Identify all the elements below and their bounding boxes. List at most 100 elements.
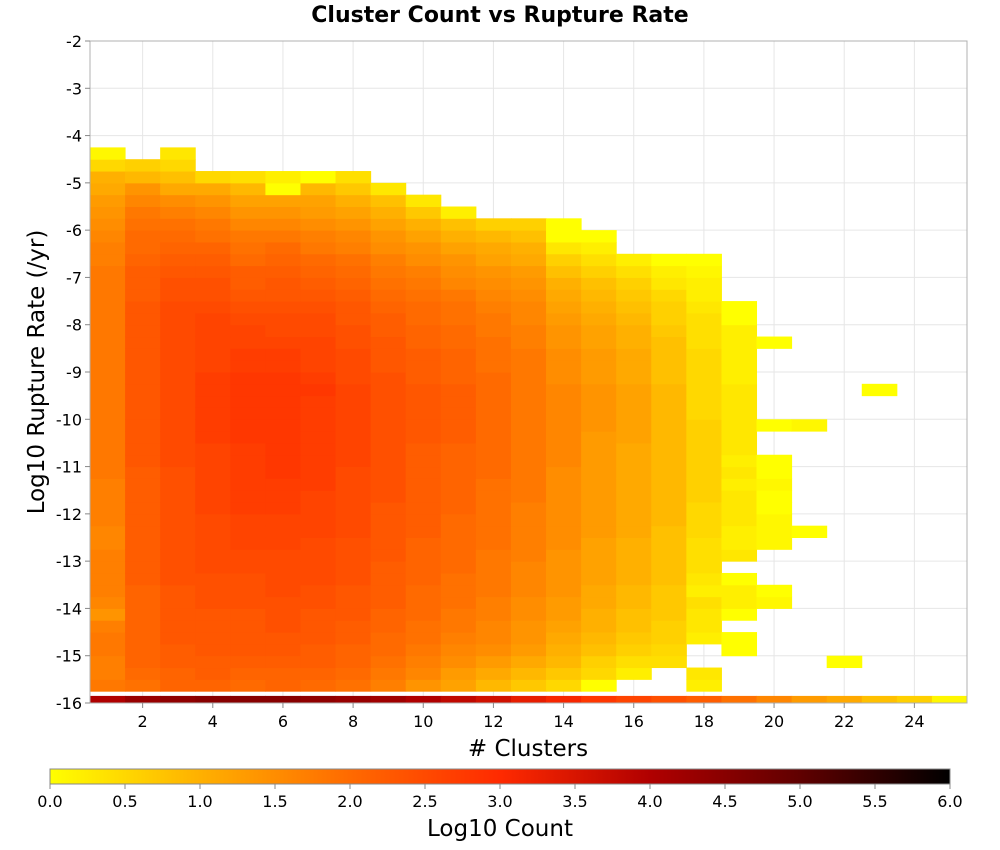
heatmap-cells (90, 147, 968, 704)
x-tick-label: 24 (904, 712, 924, 731)
heatmap-cell (510, 596, 547, 609)
heatmap-cell (581, 513, 617, 527)
heatmap-cell (405, 395, 442, 408)
heatmap-cell (616, 549, 652, 562)
heatmap-cell (90, 584, 126, 598)
heatmap-cell (90, 608, 126, 621)
heatmap-cell (370, 502, 407, 515)
colorbar-tick-label: 0.5 (112, 792, 137, 811)
heatmap-cell (230, 525, 266, 538)
heatmap-cell (265, 194, 301, 207)
heatmap-cell (721, 360, 758, 373)
heatmap-cell (616, 383, 652, 397)
heatmap-cell (405, 419, 442, 432)
heatmap-cell (370, 667, 407, 680)
heatmap-cell (160, 147, 196, 160)
heatmap-cell (125, 596, 161, 609)
heatmap-cell (90, 490, 126, 503)
y-axis-label: Log10 Rupture Rate (/yr) (24, 230, 50, 515)
heatmap-cell (475, 348, 512, 361)
heatmap-cell (300, 679, 337, 692)
heatmap-cell (370, 490, 407, 503)
x-tick-label: 20 (764, 712, 784, 731)
heatmap-cell (265, 289, 301, 302)
heatmap-cell (300, 171, 337, 184)
heatmap-cell (265, 596, 301, 609)
heatmap-cell (160, 182, 196, 196)
heatmap-cell (90, 419, 126, 432)
heatmap-cell (756, 525, 793, 538)
heatmap-cell (90, 632, 126, 645)
heatmap-cell (265, 667, 301, 680)
heatmap-cell (616, 584, 652, 598)
heatmap-cell (125, 241, 161, 255)
heatmap-cell (510, 407, 547, 420)
heatmap-cell (265, 419, 301, 432)
heatmap-cell (581, 253, 617, 267)
heatmap-cell (686, 454, 722, 468)
y-tick-label: -14 (56, 599, 82, 618)
heatmap-cell (475, 643, 512, 657)
heatmap-cell (756, 695, 793, 704)
heatmap-cell (475, 478, 512, 491)
heatmap-cell (160, 301, 196, 314)
heatmap-cell (300, 336, 337, 349)
heatmap-cell (475, 596, 512, 609)
heatmap-cell (265, 312, 301, 326)
heatmap-cell (651, 584, 687, 598)
heatmap-cell (335, 655, 372, 669)
heatmap-cell (370, 265, 407, 278)
heatmap-cell (721, 572, 758, 586)
heatmap-cell (440, 324, 477, 338)
heatmap-cell (546, 596, 582, 609)
heatmap-cell (721, 419, 758, 432)
heatmap-cell (265, 241, 301, 255)
heatmap-cell (125, 643, 161, 657)
heatmap-cell (721, 490, 758, 503)
heatmap-cell (125, 312, 161, 326)
heatmap-cell (300, 643, 337, 657)
heatmap-cell (440, 218, 477, 231)
heatmap-cell (475, 667, 512, 680)
heatmap-cell (370, 253, 407, 267)
heatmap-cell (405, 360, 442, 373)
y-tick-label: -15 (56, 647, 82, 666)
heatmap-cell (195, 407, 231, 420)
heatmap-cell (125, 395, 161, 408)
heatmap-cell (195, 525, 231, 538)
heatmap-cell (370, 277, 407, 290)
heatmap-cell (230, 171, 266, 184)
heatmap-cell (160, 695, 196, 704)
heatmap-cell (616, 513, 652, 527)
heatmap-cell (405, 336, 442, 349)
heatmap-cell (265, 561, 301, 574)
heatmap-cell (546, 572, 582, 586)
heatmap-cell (370, 632, 407, 645)
heatmap-cell (90, 159, 126, 172)
heatmap-cell (651, 383, 687, 397)
x-tick-label: 18 (694, 712, 714, 731)
heatmap-cell (300, 431, 337, 444)
heatmap-cell (510, 667, 547, 680)
heatmap-cell (230, 324, 266, 338)
heatmap-cell (300, 182, 337, 196)
heatmap-cell (686, 289, 722, 302)
heatmap-cell (581, 667, 617, 680)
heatmap-cell (160, 407, 196, 420)
heatmap-cell (160, 596, 196, 609)
heatmap-cell (335, 620, 372, 633)
heatmap-cell (581, 632, 617, 645)
heatmap-cell (125, 608, 161, 621)
heatmap-cell (721, 502, 758, 515)
heatmap-cell (160, 230, 196, 243)
heatmap-cell (195, 513, 231, 527)
x-tick-label: 10 (413, 712, 433, 731)
heatmap-cell (300, 502, 337, 515)
heatmap-cell (125, 407, 161, 420)
heatmap-cell (370, 336, 407, 349)
heatmap-cell (440, 667, 477, 680)
heatmap-cell (405, 632, 442, 645)
heatmap-cell (546, 395, 582, 408)
heatmap-cell (826, 695, 863, 704)
heatmap-cell (546, 667, 582, 680)
